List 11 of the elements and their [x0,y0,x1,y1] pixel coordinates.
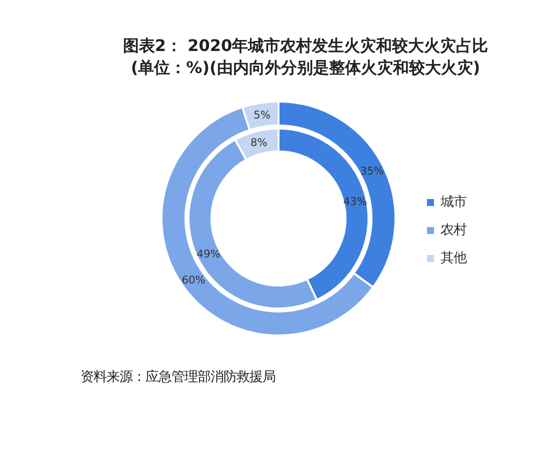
text: 资料来源：应急管理部消防救援局 [80,369,276,385]
chart-title: 图表2： 2020年城市农村发生火灾和较大火灾占比 [122,36,488,55]
legend-label: 城市 [440,195,466,210]
chart-subtitle: (单位：%)(由内向外分别是整体火灾和较大火灾) [130,58,480,77]
data-label: 49% [196,248,220,261]
legend-label: 其他 [440,251,466,266]
data-label: 60% [182,274,206,287]
data-label: 5% [254,108,271,122]
data-label: 8% [250,136,268,149]
data-label: 35% [360,164,384,178]
legend-label: 农村 [440,223,466,238]
